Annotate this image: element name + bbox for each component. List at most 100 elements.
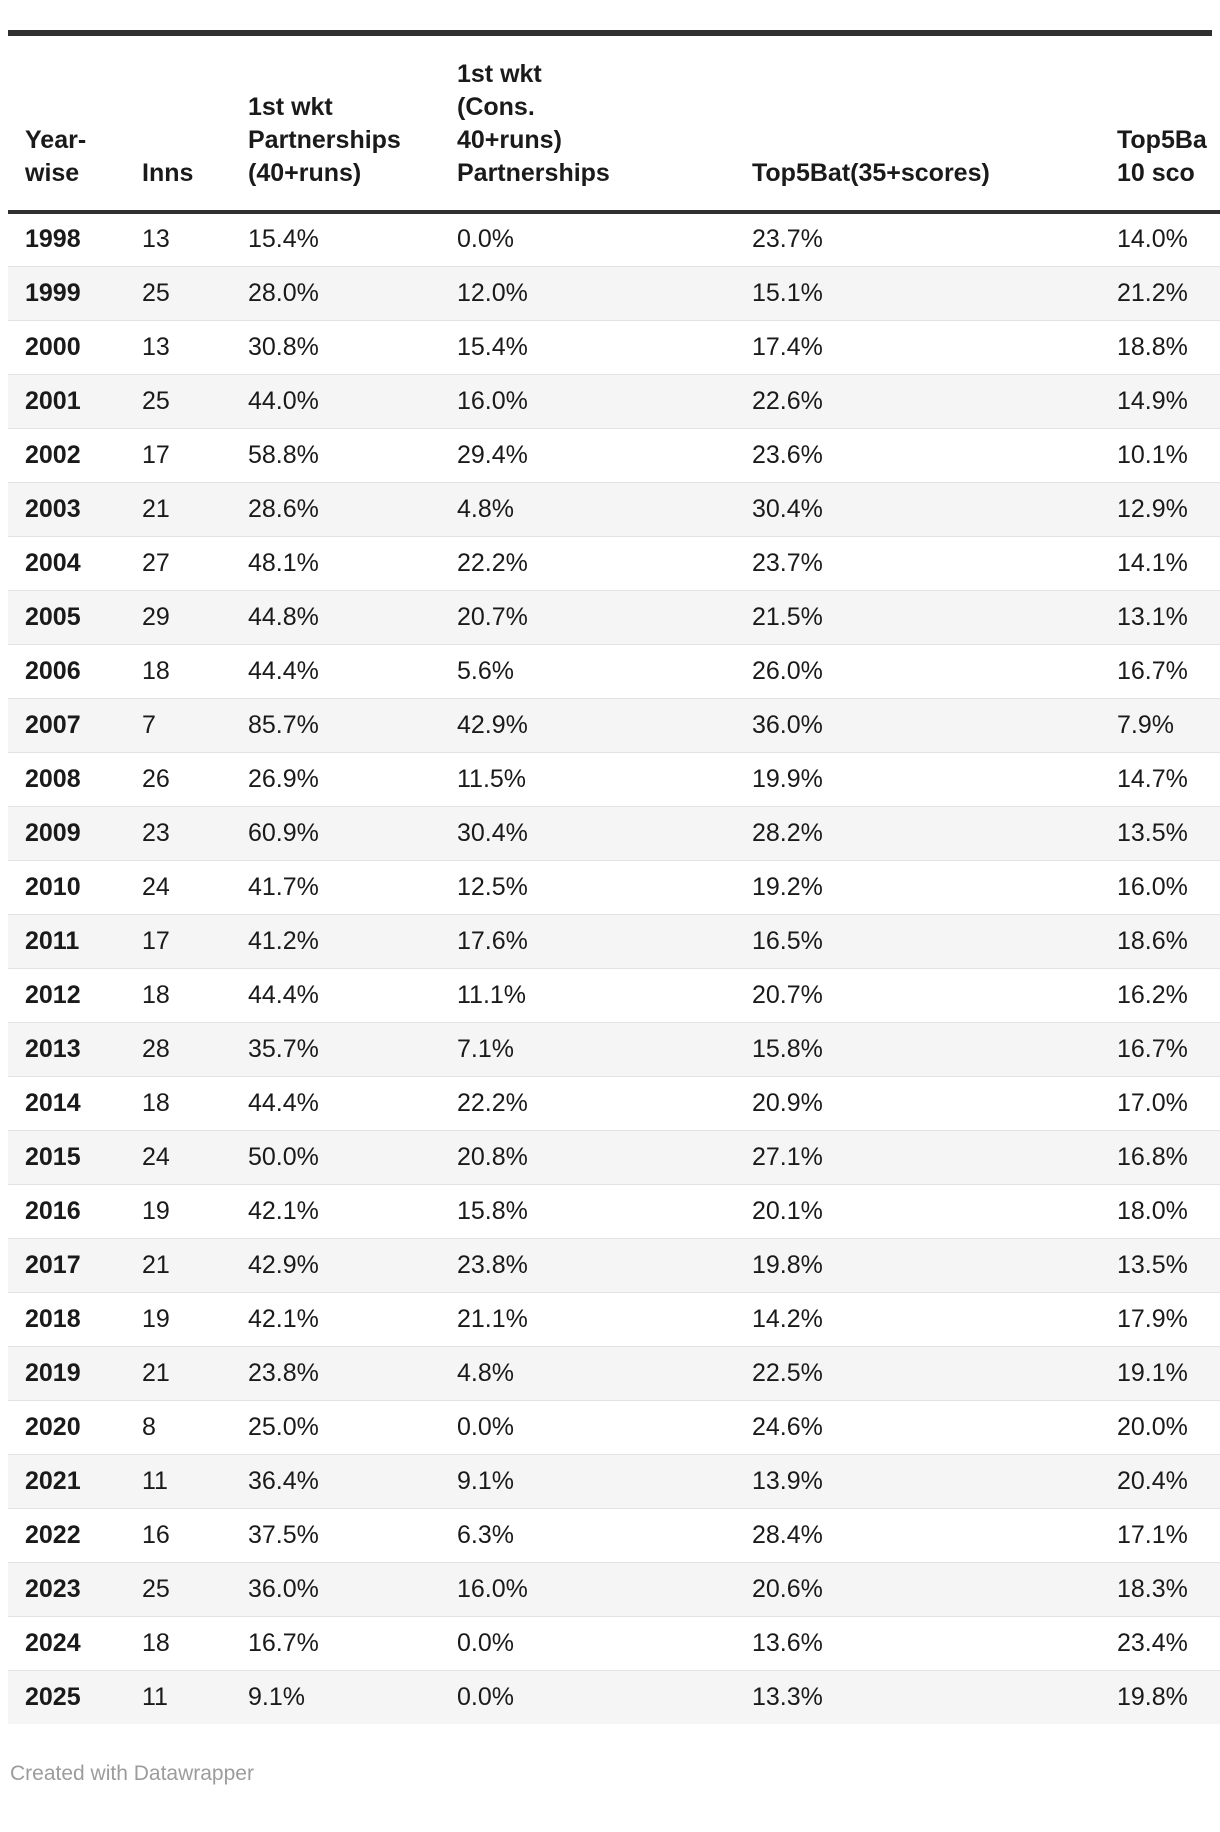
cell-year: 1998	[25, 225, 81, 254]
cell-year: 2000	[8, 319, 125, 374]
table-row: 2015 24 50.0% 20.8% 27.1% 16.8%	[8, 1129, 1220, 1184]
cell-year: 2016	[8, 1183, 125, 1238]
cell-top5bat10: 13.5%	[1100, 1237, 1220, 1292]
column-header-top5bat10: Top5Ba 10 sco	[1100, 36, 1220, 214]
cell-p40: 30.8%	[231, 319, 440, 374]
cell-p40: 48.1%	[231, 535, 440, 590]
cell-top5bat35: 26.0%	[735, 643, 1100, 698]
cell-cons40: 6.3%	[440, 1507, 735, 1562]
cell-top5bat35: 19.8%	[735, 1237, 1100, 1292]
cell-cons40: 30.4%	[440, 805, 735, 860]
cell-cons40: 0.0%	[440, 1615, 735, 1670]
cell-inns: 8	[125, 1399, 231, 1454]
table-header-row: Year- wise Inns 1st wkt Partnerships (40+r…	[8, 36, 1220, 214]
cell-p40: 23.8%	[231, 1345, 440, 1400]
cell-top5bat35: 28.4%	[735, 1507, 1100, 1562]
cell-year: 2005	[8, 589, 125, 644]
cell-inns: 7	[125, 697, 231, 752]
cell-year: 2004	[8, 535, 125, 590]
cell-p40: 42.1%	[231, 1291, 440, 1346]
cell-top5bat10: 18.0%	[1100, 1183, 1220, 1238]
cell-inns: 25	[125, 373, 231, 428]
cell-year: 2009	[8, 805, 125, 860]
cell-year: 2021	[8, 1453, 125, 1508]
cell-cons40: 0.0%	[457, 225, 514, 254]
cell-inns: 19	[125, 1291, 231, 1346]
table-row: 2003 21 28.6% 4.8% 30.4% 12.9%	[8, 481, 1220, 536]
cell-cons40: 29.4%	[440, 427, 735, 482]
cell-top5bat35: 28.2%	[735, 805, 1100, 860]
cell-top5bat10: 20.0%	[1100, 1399, 1220, 1454]
cell-inns: 13	[125, 319, 231, 374]
table-row: 2018 19 42.1% 21.1% 14.2% 17.9%	[8, 1291, 1220, 1346]
cell-top5bat35: 24.6%	[735, 1399, 1100, 1454]
table-row: 2004 27 48.1% 22.2% 23.7% 14.1%	[8, 535, 1220, 590]
cell-year: 2008	[8, 751, 125, 806]
cell-cons40: 12.0%	[440, 265, 735, 320]
cell-top5bat35: 20.1%	[735, 1183, 1100, 1238]
table-row: 2011 17 41.2% 17.6% 16.5% 18.6%	[8, 913, 1220, 968]
table-row: 2022 16 37.5% 6.3% 28.4% 17.1%	[8, 1507, 1220, 1562]
cell-inns: 11	[125, 1669, 231, 1724]
table-row: 2009 23 60.9% 30.4% 28.2% 13.5%	[8, 805, 1220, 860]
table-row: 2001 25 44.0% 16.0% 22.6% 14.9%	[8, 373, 1220, 428]
datawrapper-credit-link[interactable]: Created with Datawrapper	[10, 1762, 254, 1785]
cell-cons40: 17.6%	[440, 913, 735, 968]
cell-p40: 42.9%	[231, 1237, 440, 1292]
cell-inns: 16	[125, 1507, 231, 1562]
table-row: 2024 18 16.7% 0.0% 13.6% 23.4%	[8, 1615, 1220, 1670]
cell-cons40: 16.0%	[440, 1561, 735, 1616]
cell-top5bat35: 30.4%	[735, 481, 1100, 536]
cell-inns: 18	[125, 967, 231, 1022]
cell-cons40: 0.0%	[440, 1399, 735, 1454]
cell-year: 2002	[8, 427, 125, 482]
cell-top5bat10: 14.7%	[1100, 751, 1220, 806]
cell-top5bat35: 19.2%	[735, 859, 1100, 914]
cell-top5bat10: 14.1%	[1100, 535, 1220, 590]
cell-top5bat35: 27.1%	[735, 1129, 1100, 1184]
table-row: 2023 25 36.0% 16.0% 20.6% 18.3%	[8, 1561, 1220, 1616]
cell-inns: 18	[125, 1615, 231, 1670]
table-row: 2007 7 85.7% 42.9% 36.0% 7.9%	[8, 697, 1220, 752]
cell-top5bat35: 15.8%	[735, 1021, 1100, 1076]
table-row: 2017 21 42.9% 23.8% 19.8% 13.5%	[8, 1237, 1220, 1292]
cell-inns: 29	[125, 589, 231, 644]
cell-top5bat35: 14.2%	[735, 1291, 1100, 1346]
cell-top5bat35: 22.6%	[735, 373, 1100, 428]
table-row: 2012 18 44.4% 11.1% 20.7% 16.2%	[8, 967, 1220, 1022]
cell-year: 2003	[8, 481, 125, 536]
cell-p40: 36.0%	[231, 1561, 440, 1616]
cell-cons40: 4.8%	[440, 1345, 735, 1400]
table-row: 2014 18 44.4% 22.2% 20.9% 17.0%	[8, 1075, 1220, 1130]
cell-p40: 42.1%	[231, 1183, 440, 1238]
cell-inns: 21	[125, 1237, 231, 1292]
cell-top5bat10: 20.4%	[1100, 1453, 1220, 1508]
cell-p40: 36.4%	[231, 1453, 440, 1508]
table-top-border	[8, 30, 1212, 36]
cell-inns: 25	[125, 265, 231, 320]
cell-top5bat10: 16.8%	[1100, 1129, 1220, 1184]
cell-cons40: 4.8%	[440, 481, 735, 536]
cell-top5bat35: 21.5%	[735, 589, 1100, 644]
cell-top5bat10: 19.8%	[1100, 1669, 1220, 1724]
cell-p40: 15.4%	[248, 225, 319, 254]
cell-cons40: 20.7%	[440, 589, 735, 644]
cell-top5bat35: 16.5%	[735, 913, 1100, 968]
cell-year: 2013	[8, 1021, 125, 1076]
cell-cons40: 0.0%	[440, 1669, 735, 1724]
cell-cons40: 23.8%	[440, 1237, 735, 1292]
cell-cons40: 7.1%	[440, 1021, 735, 1076]
cell-year: 2017	[8, 1237, 125, 1292]
cell-p40: 16.7%	[231, 1615, 440, 1670]
cell-cons40: 15.8%	[440, 1183, 735, 1238]
cell-year: 2007	[8, 697, 125, 752]
cell-top5bat10: 13.5%	[1100, 805, 1220, 860]
cell-top5bat10: 16.7%	[1100, 643, 1220, 698]
cell-p40: 35.7%	[231, 1021, 440, 1076]
cell-year: 2024	[8, 1615, 125, 1670]
cell-year: 2019	[8, 1345, 125, 1400]
cell-cons40: 22.2%	[440, 1075, 735, 1130]
table-container: Year- wise Inns 1st wkt Partnerships (40+r…	[8, 36, 1220, 1724]
cell-top5bat35: 13.6%	[735, 1615, 1100, 1670]
cell-inns: 23	[125, 805, 231, 860]
